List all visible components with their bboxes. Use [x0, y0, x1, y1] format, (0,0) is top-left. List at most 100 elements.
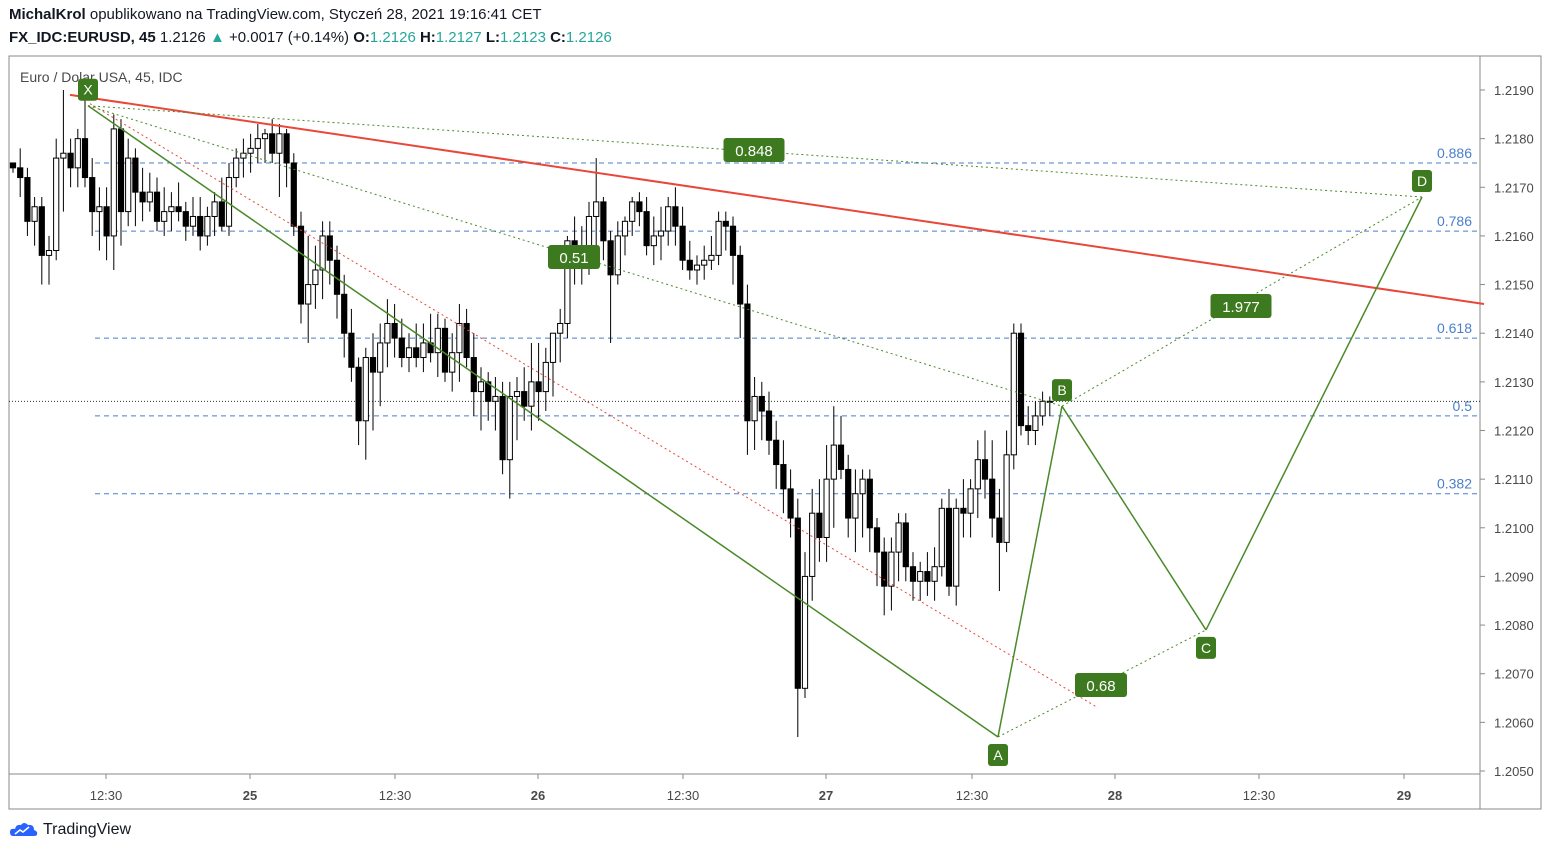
y-tick-label: 1.2060 — [1494, 715, 1534, 730]
ratio-label: 0.68 — [1086, 678, 1115, 695]
candle-up — [1032, 415, 1039, 431]
pattern-point-marker — [1412, 170, 1432, 193]
last-price: 1.2126 — [159, 29, 206, 46]
candle-down — [139, 191, 146, 203]
resistance-trendline — [69, 93, 1485, 306]
candle-up — [621, 220, 629, 237]
fib-level-label: 0.382 — [1437, 476, 1472, 492]
y-tick-label: 1.2160 — [1494, 229, 1534, 244]
candle-up — [305, 284, 312, 305]
candle-down — [902, 522, 909, 568]
candle-down — [283, 133, 290, 164]
candle-up — [557, 322, 564, 334]
x-tick-label: 29 — [1397, 788, 1411, 803]
candle-down — [837, 444, 845, 470]
candle-down — [413, 347, 420, 359]
fib-level-label: 0.886 — [1437, 145, 1472, 161]
candle-up — [830, 444, 837, 480]
ratio-badge — [1075, 673, 1127, 697]
candle-up — [1010, 332, 1017, 456]
candle-down — [182, 211, 189, 227]
pattern-leg — [1205, 196, 1423, 631]
high-value: 1.2127 — [435, 29, 482, 46]
candle-up — [549, 332, 557, 363]
candle-up — [1039, 400, 1046, 417]
candle-up — [456, 322, 463, 354]
candle-down — [737, 254, 744, 305]
candle-up — [434, 327, 441, 354]
x-tick-label: 26 — [531, 788, 545, 803]
candle-up — [938, 507, 945, 568]
tradingview-logo[interactable]: TradingView — [9, 821, 131, 839]
candle-down — [1017, 332, 1025, 427]
candle-up — [614, 235, 621, 276]
pattern-leg — [997, 406, 1063, 738]
candle-down — [780, 464, 787, 490]
close-value: 1.2126 — [565, 29, 612, 46]
candle-up — [110, 128, 117, 237]
pattern-point-label: B — [1057, 382, 1066, 398]
author-name[interactable]: MichalKrol — [9, 6, 86, 23]
candle-up — [405, 347, 413, 359]
candle-down — [981, 459, 989, 480]
pattern-point-marker — [78, 78, 98, 101]
y-tick-label: 1.2110 — [1494, 472, 1533, 487]
y-tick-label: 1.2050 — [1494, 764, 1534, 779]
fib-level-label: 0.5 — [1453, 398, 1473, 414]
candle-down — [960, 507, 967, 514]
candle-up — [312, 269, 319, 286]
candle-up — [161, 211, 168, 222]
pattern-leg — [87, 105, 999, 738]
candle-up — [513, 391, 521, 397]
channel-dotted-line — [89, 103, 1099, 709]
candle-up — [189, 215, 197, 227]
y-tick-label: 1.2170 — [1494, 180, 1534, 195]
candle-down — [989, 478, 996, 519]
published-text: opublikowano na TradingView.com, Styczeń… — [89, 6, 542, 23]
candle-down — [81, 138, 89, 179]
candle-up — [247, 147, 254, 154]
candle-down — [398, 337, 405, 359]
candle-up — [801, 575, 809, 689]
candle-up — [362, 357, 369, 422]
candle-up — [528, 381, 535, 407]
candle-down — [355, 366, 362, 422]
y-tick-label: 1.2100 — [1494, 521, 1534, 536]
candle-down — [1025, 425, 1032, 431]
price-change: +0.0017 (+0.14%) — [228, 29, 350, 46]
candle-down — [787, 488, 794, 519]
candle-down — [535, 381, 542, 393]
candle-up — [125, 157, 132, 213]
pattern-point-marker — [1196, 636, 1216, 659]
candle-up — [449, 352, 456, 373]
candle-up — [701, 259, 708, 266]
candle-up — [319, 235, 326, 271]
y-tick-label: 1.2140 — [1494, 326, 1534, 341]
candle-up — [629, 201, 636, 222]
open-label: O: — [353, 29, 370, 46]
candle-down — [845, 468, 852, 519]
open-value: 1.2126 — [369, 29, 416, 46]
chart-frame — [8, 55, 1542, 810]
candle-down — [773, 439, 780, 466]
y-tick-label: 1.2090 — [1494, 569, 1534, 584]
candle-up — [60, 152, 67, 159]
candle-down — [348, 332, 355, 368]
ratio-label: 0.848 — [735, 143, 773, 160]
candle-down — [924, 571, 931, 582]
candle-down — [765, 410, 773, 441]
publish-info: MichalKrol opublikowano na TradingView.c… — [9, 6, 542, 23]
candle-up — [708, 254, 715, 261]
candle-up — [506, 395, 513, 461]
candle-up — [650, 235, 657, 247]
candle-up — [477, 381, 485, 393]
candle-up — [211, 201, 218, 217]
candle-down — [117, 128, 125, 213]
candle-down — [672, 206, 679, 227]
candle-up — [261, 133, 269, 140]
x-tick-label: 25 — [243, 788, 257, 803]
candle-up — [859, 478, 866, 495]
fib-level-label: 0.618 — [1437, 320, 1472, 336]
candle-up — [974, 459, 981, 490]
